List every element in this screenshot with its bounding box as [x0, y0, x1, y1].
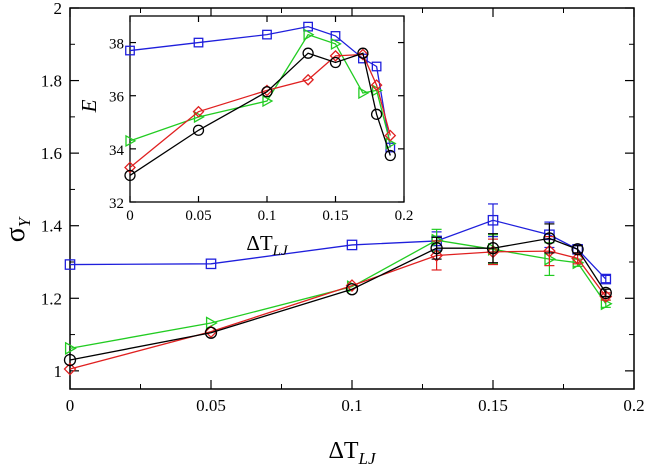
main-x-tick-label: 0.05 [196, 396, 226, 415]
main-y-tick-label: 1 [54, 362, 63, 381]
inset-y-tick-label: 36 [109, 90, 125, 106]
inset-point-triangle-right [303, 28, 315, 41]
inset-point-circle [192, 124, 205, 136]
main-point-square [487, 214, 499, 226]
inset-line-circle [129, 52, 391, 176]
main-line-diamond [69, 250, 607, 370]
main-error-bar [488, 203, 498, 238]
main-point-circle [204, 326, 218, 339]
main-point-circle [543, 232, 556, 245]
inset-point-circle [384, 149, 396, 162]
inset-point-circle [370, 108, 383, 120]
inset-point-triangle-right [193, 110, 205, 124]
main-point-triangle-right [64, 341, 77, 355]
main-point-square [600, 273, 612, 285]
main-series-triangle-right [64, 228, 613, 355]
main-point-diamond [571, 251, 585, 265]
main-y-tick-label: 1.8 [41, 72, 62, 91]
inset-point-square [125, 45, 135, 56]
main-x-tick-label: 0.15 [478, 396, 508, 415]
inset-point-circle [329, 56, 342, 69]
inset-line-diamond [129, 53, 391, 168]
main-point-diamond [204, 325, 218, 339]
inset-point-diamond [356, 48, 369, 61]
inset-x-tick-label: 0.2 [395, 208, 414, 224]
main-point-diamond [430, 249, 444, 262]
inset-point-triangle-right [262, 94, 274, 108]
main-point-circle [430, 242, 443, 255]
inset-point-square [371, 61, 382, 72]
inset-series-circle [124, 47, 396, 182]
inset-point-circle [302, 47, 314, 59]
inset-plot-background [130, 16, 404, 202]
main-point-circle [486, 242, 500, 255]
main-series-circle [63, 223, 612, 367]
main-point-circle [599, 286, 612, 299]
main-y-tick-label: 1.2 [41, 289, 62, 308]
main-y-tick-label: 1.4 [41, 217, 63, 236]
inset-y-tick-label: 38 [109, 37, 124, 53]
main-point-circle [571, 243, 584, 256]
inset-point-square [262, 29, 272, 40]
main-point-diamond [542, 244, 556, 258]
main-y-tick-label: 1.6 [41, 144, 62, 163]
main-point-diamond [599, 290, 613, 303]
inset-axis-ticks: 0 0.05 0.1 0.15 0.2 32 34 36 38 [109, 16, 413, 224]
inset-point-square [193, 37, 204, 48]
inset-y-tick-label: 32 [109, 196, 124, 212]
main-point-square [346, 239, 358, 251]
inset-point-circle [357, 47, 369, 59]
main-point-square [205, 258, 217, 270]
main-x-tick-label: 0.1 [341, 396, 362, 415]
main-x-tick-label: 0 [66, 396, 75, 415]
main-y-axis-label: σY [0, 216, 34, 242]
inset-series-group [124, 21, 397, 182]
inset-point-triangle-right [330, 37, 342, 51]
inset-point-square [303, 21, 314, 32]
main-point-triangle-right [205, 316, 218, 330]
inset-x-tick-label: 0.05 [185, 208, 211, 224]
main-error-bar [600, 274, 611, 284]
inset-point-diamond [124, 161, 136, 174]
main-y-tick-label: 2 [54, 0, 63, 18]
main-error-bar [431, 236, 442, 260]
inset-x-tick-label: 0.1 [258, 208, 277, 224]
inset-point-circle [124, 169, 136, 182]
inset-line-square [129, 25, 391, 148]
inset-point-diamond [302, 73, 315, 86]
main-series-diamond [63, 236, 613, 376]
inset-line-triangle-right [129, 33, 391, 144]
inset-point-diamond [384, 129, 397, 142]
main-error-bar [572, 245, 583, 254]
main-line-triangle-right [69, 239, 607, 349]
main-point-diamond [63, 362, 77, 376]
main-point-circle [63, 353, 77, 367]
inset-x-tick-label: 0.15 [322, 208, 348, 224]
main-line-square [69, 219, 607, 280]
inset-point-diamond [370, 79, 383, 92]
main-x-axis-label: ΔTLJ [328, 438, 377, 468]
inset-chart: 0 0.05 0.1 0.15 0.2 32 34 36 38 ΔTLJ E [77, 15, 413, 259]
inset-point-diamond [192, 105, 205, 118]
main-point-circle [345, 283, 359, 296]
main-series-group [63, 203, 613, 376]
main-x-tick-label: 0.2 [623, 396, 644, 415]
inset-point-triangle-right [125, 134, 137, 147]
main-axis-ticks: 0 0.05 0.1 0.15 0.2 1 1.2 1.4 1.6 1.8 2 [41, 0, 645, 415]
main-error-bar [544, 223, 555, 254]
inset-y-tick-label: 34 [109, 143, 125, 159]
main-error-bar [488, 233, 498, 264]
inset-x-axis-label: ΔTLJ [246, 231, 289, 259]
inset-x-tick-label: 0 [126, 208, 134, 224]
inset-point-circle [261, 86, 273, 98]
main-line-circle [69, 237, 607, 361]
main-point-square [64, 259, 76, 270]
inset-y-axis-label: E [77, 99, 101, 113]
inset-point-triangle-right [358, 86, 370, 100]
inset-point-square [330, 31, 341, 41]
inset-point-diamond [329, 49, 342, 62]
main-point-diamond [345, 279, 359, 293]
